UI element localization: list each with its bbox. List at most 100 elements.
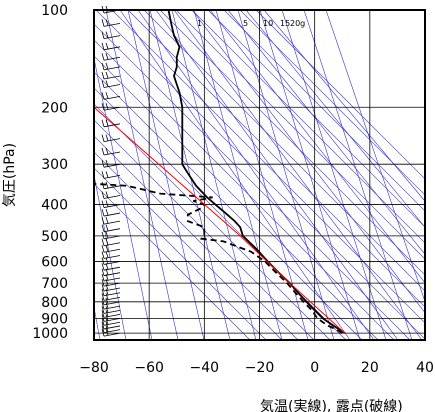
dewpoint-curve	[94, 182, 343, 334]
dry-adiabat-line	[127, 10, 425, 308]
dry-adiabat-line	[223, 10, 425, 212]
dry-adiabat-line	[191, 10, 425, 244]
x-tick-label: 20	[361, 360, 379, 376]
mixing-ratio-label: 10	[263, 19, 273, 28]
wind-barb-flag	[105, 160, 109, 167]
wind-barb-flag	[105, 80, 109, 87]
y-tick-label: 100	[41, 3, 68, 19]
temperature-curve	[167, 10, 346, 334]
wind-barb-flag	[101, 134, 105, 142]
wind-barb-flag	[105, 224, 109, 231]
wind-barb-flag	[101, 181, 105, 189]
x-axis-title: 気温(実線), 露点(破線)	[260, 399, 403, 412]
wind-barb	[103, 151, 121, 156]
wind-barb-flag	[105, 297, 109, 304]
moist-adiabat-line	[259, 10, 361, 340]
mixing-ratio-label: 20g	[290, 19, 305, 28]
wind-barb-flag	[105, 42, 109, 49]
wind-barb-flag	[101, 224, 105, 232]
moist-adiabat-line	[215, 10, 309, 340]
wind-barb	[103, 242, 121, 247]
moist-adiabat-line	[127, 10, 205, 340]
dry-adiabat-line	[94, 135, 299, 340]
wind-barb-flag	[101, 318, 105, 326]
mixing-ratio-label: 5	[243, 19, 248, 28]
mixing-ratio-label: 1	[197, 19, 202, 28]
wind-barb-flag	[101, 263, 105, 271]
wind-barb	[103, 325, 121, 330]
dry-adiabat-line	[94, 183, 251, 340]
wind-barb	[103, 46, 121, 51]
wind-barb-flag	[101, 200, 105, 208]
dry-adiabat-line	[94, 151, 283, 340]
wind-barb-flag	[101, 302, 105, 310]
mixing-ratio-line	[155, 10, 399, 340]
mixing-ratio-line	[263, 10, 425, 202]
moist-adiabat-line	[325, 10, 425, 303]
mixing-ratio-label: 15	[280, 19, 290, 28]
data-layer	[94, 10, 346, 334]
wind-barb-flag	[101, 306, 105, 314]
wind-barb-flag	[105, 245, 109, 252]
wind-barb	[103, 317, 121, 322]
wind-barb	[103, 123, 121, 128]
wind-barb-flag	[101, 147, 105, 156]
wind-barb	[103, 255, 121, 259]
y-axis-title: 気圧(hPa)	[2, 143, 18, 207]
wind-barb-flag	[101, 251, 105, 259]
wind-barb-flag	[105, 171, 109, 178]
wind-barb-flag	[105, 293, 109, 300]
wind-barb-flag	[105, 103, 109, 110]
x-tick-label: −40	[190, 360, 220, 376]
wind-barb	[103, 185, 121, 190]
wind-barb-flag	[101, 278, 105, 287]
wind-barb	[103, 332, 121, 337]
grid	[93, 9, 426, 340]
wind-barb-flag	[101, 238, 105, 246]
x-tick-label: −80	[79, 360, 109, 376]
wind-barb-flag	[101, 119, 105, 127]
dry-adiabat-line	[143, 10, 425, 292]
wind-barb-flag	[101, 321, 105, 330]
y-tick-label: 1000	[32, 326, 68, 342]
moist-adiabat-line	[94, 57, 153, 340]
moist-adiabat-line	[105, 10, 179, 340]
wind-barb	[103, 309, 121, 314]
wind-barb-flag	[105, 278, 109, 286]
wind-barb	[103, 296, 121, 301]
moist-adiabat-line	[94, 173, 127, 340]
wind-barb-flag	[101, 92, 105, 100]
wind-barb-flag	[101, 293, 105, 301]
wind-barb-flag	[101, 257, 105, 265]
dry-adiabat-line	[207, 10, 425, 228]
x-tick-label: 40	[416, 360, 434, 376]
wind-barb-flag	[105, 62, 109, 70]
wind-barb	[103, 287, 121, 292]
wind-barb	[103, 175, 121, 179]
moist-adiabat-line	[303, 10, 413, 340]
mixing-ratio-line	[137, 10, 375, 340]
y-tick-label: 500	[41, 229, 68, 245]
wind-barb-flag	[105, 288, 109, 295]
x-ticks: −80 −60 −40 −20 0 20 40	[79, 360, 434, 376]
y-tick-label: 200	[41, 100, 68, 116]
wind-barb	[103, 277, 121, 282]
wind-barb-flag	[105, 191, 109, 198]
dry-adiabat-line	[94, 55, 379, 340]
wind-barb-flag	[101, 62, 105, 71]
wind-barb-flag	[105, 119, 109, 126]
wind-barb	[103, 75, 121, 80]
wind-barb	[103, 212, 121, 217]
wind-barb-flag	[101, 329, 105, 337]
wind-barbs	[101, 5, 121, 337]
wind-barb	[103, 228, 121, 233]
wind-barb	[103, 95, 121, 100]
wind-barb-flag	[101, 31, 105, 39]
dry-adiabat-line	[94, 39, 395, 340]
mixing-ratio-line	[119, 10, 351, 340]
wind-barb	[103, 195, 121, 199]
wind-barb	[103, 329, 121, 333]
plot-frame	[93, 9, 426, 341]
wind-barb	[103, 272, 121, 277]
wind-barb-flag	[101, 245, 105, 253]
